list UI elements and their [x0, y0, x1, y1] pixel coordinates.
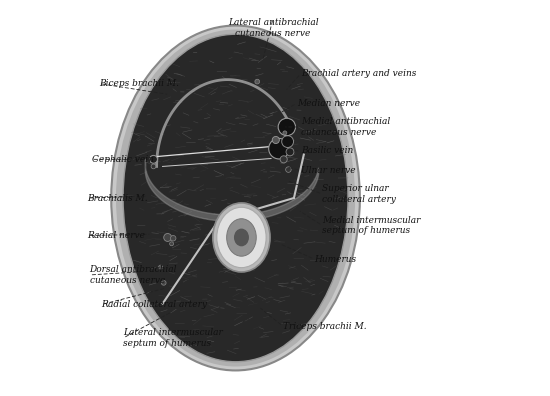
- Circle shape: [282, 136, 294, 147]
- Ellipse shape: [234, 228, 249, 246]
- Ellipse shape: [123, 34, 348, 362]
- Circle shape: [150, 155, 157, 163]
- Text: Lateral intermuscular
septum of humerus: Lateral intermuscular septum of humerus: [123, 328, 223, 348]
- Text: Basilic vein: Basilic vein: [301, 146, 353, 155]
- Circle shape: [278, 118, 295, 136]
- Text: Brachial artery and veins: Brachial artery and veins: [301, 69, 416, 78]
- Text: Radial nerve: Radial nerve: [87, 231, 146, 240]
- Text: Humerus: Humerus: [315, 255, 356, 264]
- Text: Biceps brachii M.: Biceps brachii M.: [100, 79, 179, 88]
- Ellipse shape: [227, 219, 256, 256]
- Circle shape: [269, 139, 289, 159]
- Circle shape: [272, 137, 279, 143]
- Text: Dorsal antibrachial
cutaneous nerve: Dorsal antibrachial cutaneous nerve: [90, 265, 177, 285]
- Ellipse shape: [119, 32, 352, 364]
- Circle shape: [161, 280, 166, 285]
- Text: Medial intermuscular
septum of humerus: Medial intermuscular septum of humerus: [322, 216, 421, 235]
- Text: Cephalic vein: Cephalic vein: [91, 155, 153, 164]
- Ellipse shape: [116, 29, 355, 367]
- Text: Superior ulnar
collateral artery: Superior ulnar collateral artery: [322, 185, 396, 204]
- Circle shape: [169, 242, 174, 246]
- Circle shape: [151, 164, 156, 169]
- Text: Radial collateral artery: Radial collateral artery: [101, 300, 207, 309]
- Circle shape: [286, 148, 294, 156]
- Ellipse shape: [213, 203, 270, 272]
- Text: Ulnar nerve: Ulnar nerve: [301, 166, 355, 175]
- Circle shape: [170, 236, 176, 241]
- Text: Lateral antibrachial
cutaneous nerve: Lateral antibrachial cutaneous nerve: [228, 19, 318, 38]
- Text: Brachialis M.: Brachialis M.: [87, 194, 148, 202]
- Circle shape: [285, 167, 291, 172]
- Circle shape: [158, 265, 163, 269]
- Text: Medial antibrachial
cutaneous nerve: Medial antibrachial cutaneous nerve: [301, 117, 390, 137]
- Circle shape: [255, 79, 260, 84]
- Circle shape: [280, 156, 287, 163]
- Text: Triceps brachii M.: Triceps brachii M.: [283, 322, 366, 331]
- Ellipse shape: [217, 207, 266, 268]
- Text: Median nerve: Median nerve: [296, 99, 360, 108]
- Ellipse shape: [111, 26, 360, 370]
- Circle shape: [283, 131, 287, 135]
- Circle shape: [164, 234, 172, 242]
